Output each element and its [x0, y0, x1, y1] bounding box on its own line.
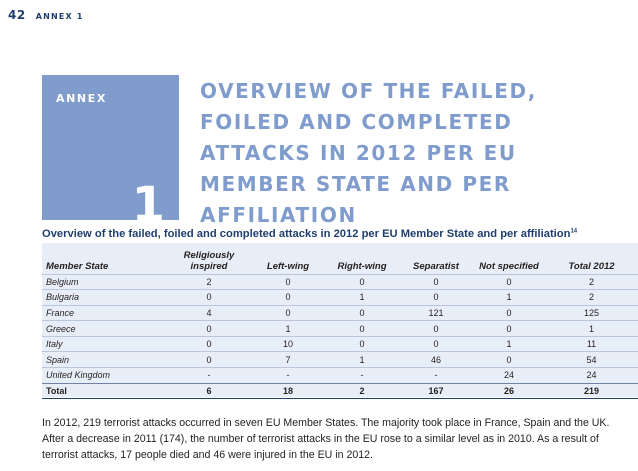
table-row: United Kingdom - - - -24 24 — [42, 367, 638, 384]
running-head: ANNEX 1 — [35, 12, 84, 21]
table-total-row: Total 6 18 2 167 26 219 — [42, 382, 638, 400]
column-header: Member State — [46, 260, 109, 272]
table-row: Belgium 2 0 0 0 0 2 — [42, 273, 638, 290]
annex-label: ANNEX — [56, 92, 107, 105]
total-value-cell: 167 — [399, 382, 473, 400]
table-caption-text: Overview of the failed, foiled and compl… — [42, 228, 571, 240]
member-state-cell: Belgium — [42, 273, 167, 290]
table-row: Greece 0 1 0 0 0 1 — [42, 320, 638, 337]
value-cell: - — [325, 367, 399, 384]
page-header: 42 ANNEX 1 — [8, 8, 84, 22]
table-header-row: Member State Religiously inspired Left-win… — [42, 243, 638, 274]
value-cell: 0 — [399, 273, 473, 290]
value-cell: 0 — [167, 351, 251, 368]
table-caption: Overview of the failed, foiled and compl… — [42, 228, 577, 240]
member-state-cell: Greece — [42, 320, 167, 337]
value-cell: 0 — [251, 289, 325, 306]
attacks-table: Member State Religiously inspired Left-win… — [42, 243, 638, 400]
value-cell: 4 — [167, 304, 251, 321]
value-cell: 0 — [473, 320, 545, 337]
annex-title: OVERVIEW OF THE FAILED, FOILED AND COMPL… — [200, 79, 537, 227]
value-cell: 0 — [167, 335, 251, 352]
column-header: Separatist — [413, 260, 459, 272]
column-header: Total 2012 — [568, 260, 615, 272]
table-background: Member State Religiously inspired Left-win… — [42, 243, 638, 400]
member-state-cell: Bulgaria — [42, 289, 167, 306]
value-cell: 46 — [399, 351, 473, 368]
value-cell: 1 — [251, 320, 325, 337]
value-cell: 7 — [251, 351, 325, 368]
value-cell: 2 — [545, 289, 638, 306]
value-cell: 1 — [325, 289, 399, 306]
value-cell: 0 — [325, 335, 399, 352]
total-label-cell: Total — [42, 382, 167, 400]
value-cell: 54 — [545, 351, 638, 368]
value-cell: 0 — [251, 273, 325, 290]
total-value-cell: 18 — [251, 382, 325, 400]
value-cell: 121 — [399, 304, 473, 321]
total-value-cell: 6 — [167, 382, 251, 400]
column-header: Religiously inspired — [183, 249, 235, 272]
value-cell: 0 — [473, 351, 545, 368]
value-cell: 125 — [545, 304, 638, 321]
table-row: Bulgaria 0 0 1 0 1 2 — [42, 289, 638, 306]
value-cell: - — [251, 367, 325, 384]
annex-number: 1 — [131, 177, 165, 233]
value-cell: 0 — [325, 320, 399, 337]
value-cell: 0 — [325, 304, 399, 321]
member-state-cell: Italy — [42, 335, 167, 352]
value-cell: 0 — [251, 304, 325, 321]
column-header: Right-wing — [337, 260, 387, 272]
value-cell: 1 — [473, 289, 545, 306]
column-header: Left-wing — [266, 260, 310, 272]
value-cell: - — [399, 367, 473, 384]
value-cell: - — [167, 367, 251, 384]
value-cell: 0 — [167, 289, 251, 306]
member-state-cell: France — [42, 304, 167, 321]
value-cell: 1 — [545, 320, 638, 337]
column-header: Not specified — [479, 260, 539, 272]
value-cell: 0 — [473, 304, 545, 321]
member-state-cell: United Kingdom — [42, 367, 167, 384]
value-cell: 24 — [545, 367, 638, 384]
value-cell: 24 — [473, 367, 545, 384]
table-row: Italy 0 10 0 0 1 11 — [42, 335, 638, 352]
member-state-cell: Spain — [42, 351, 167, 368]
table-row: France 4 0 0 121 0 125 — [42, 304, 638, 321]
value-cell: 0 — [167, 320, 251, 337]
total-value-cell: 2 — [325, 382, 399, 400]
value-cell: 2 — [167, 273, 251, 290]
value-cell: 1 — [325, 351, 399, 368]
value-cell: 0 — [399, 320, 473, 337]
value-cell: 0 — [399, 335, 473, 352]
body-paragraph: In 2012, 219 terrorist attacks occurred … — [42, 417, 610, 461]
page-number: 42 — [8, 8, 26, 22]
total-value-cell: 26 — [473, 382, 545, 400]
value-cell: 2 — [545, 273, 638, 290]
value-cell: 0 — [473, 273, 545, 290]
footnote-reference: 14 — [570, 228, 578, 235]
table-row: Spain 0 7 1 46 0 54 — [42, 351, 638, 368]
value-cell: 10 — [251, 335, 325, 352]
value-cell: 1 — [473, 335, 545, 352]
value-cell: 0 — [325, 273, 399, 290]
value-cell: 0 — [399, 289, 473, 306]
total-value-cell: 219 — [545, 382, 638, 400]
value-cell: 11 — [545, 335, 638, 352]
annex-box: ANNEX 1 — [42, 75, 179, 229]
